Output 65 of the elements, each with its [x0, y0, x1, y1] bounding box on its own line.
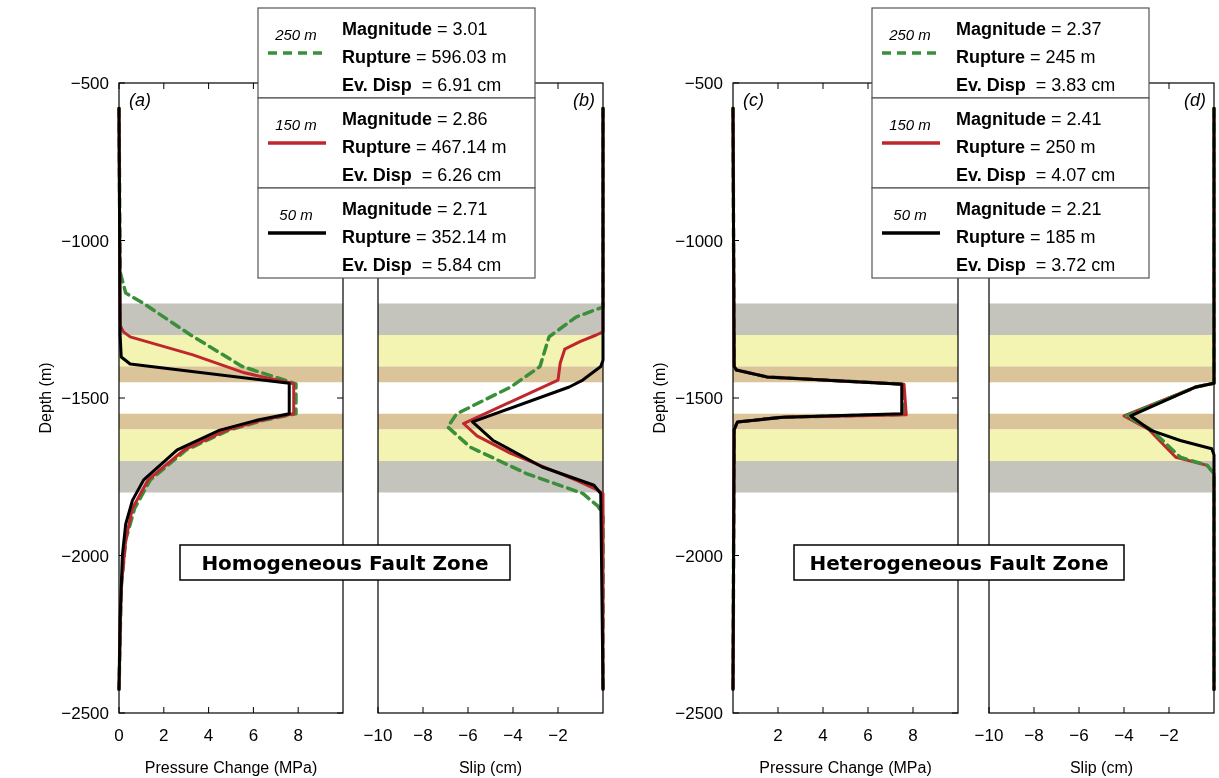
- annotation: Rupture = 467.14 m: [342, 137, 507, 157]
- x-tick-label: 6: [863, 726, 873, 745]
- x-tick-label: 2: [773, 726, 783, 745]
- annotation: Rupture = 352.14 m: [342, 227, 507, 247]
- annotation: Ev. Disp = 3.83 cm: [956, 75, 1116, 95]
- annotation: Ev. Disp = 3.72 cm: [956, 255, 1116, 275]
- text: Rupture = 596.03 m: [342, 47, 507, 67]
- y-tick-label: −1500: [61, 389, 109, 408]
- x-tick-label: 2: [159, 726, 169, 745]
- x-tick-label: −10: [363, 726, 393, 745]
- annotation: Magnitude = 2.21: [956, 199, 1102, 219]
- y-tick-label: −1000: [675, 231, 723, 251]
- x-tick-label: −4: [503, 726, 523, 745]
- text: Rupture = 245 m: [956, 47, 1096, 67]
- x-tick-label: 4: [203, 726, 214, 745]
- chart-title: (d): [1184, 90, 1206, 110]
- x-axis-title: Pressure Change (MPa): [144, 759, 318, 776]
- annotation: Ev. Disp = 5.84 cm: [342, 255, 502, 275]
- annotation: Ev. Disp = 4.07 cm: [956, 165, 1116, 185]
- x-tick-label: 0: [114, 726, 124, 745]
- x-axis-title: Slip (cm): [1069, 759, 1134, 776]
- text: 150 m: [889, 116, 931, 133]
- text: Magnitude = 2.37: [956, 19, 1102, 39]
- y-tick-label: −2500: [675, 704, 723, 723]
- x-tick-label: 8: [908, 726, 918, 745]
- annotation: Ev. Disp = 6.91 cm: [342, 75, 502, 95]
- text: 50 m: [279, 206, 313, 223]
- x-tick-label: 4: [818, 726, 828, 745]
- text: Magnitude = 3.01: [342, 19, 488, 39]
- text: 250 m: [274, 26, 317, 43]
- y-tick-label: −2500: [61, 704, 109, 723]
- y-tick-label: −500: [70, 74, 109, 93]
- chart-title: (b): [573, 90, 595, 110]
- x-tick-label: −6: [458, 726, 478, 745]
- x-axis-title: Pressure Change (MPa): [759, 759, 932, 776]
- annotation: Magnitude = 2.41: [956, 109, 1102, 129]
- text: 50 m: [893, 206, 927, 223]
- x-tick-label: −8: [413, 726, 433, 745]
- x-tick-label: −10: [974, 726, 1004, 745]
- annotation: Homogeneous Fault Zone: [201, 551, 489, 575]
- x-tick-label: 6: [248, 726, 259, 745]
- x-tick-label: −8: [1024, 726, 1044, 745]
- annotation: Magnitude = 2.86: [342, 109, 488, 129]
- annotation: Rupture = 185 m: [956, 227, 1096, 247]
- y-tick-label: −1500: [675, 389, 723, 408]
- annotation: Rupture = 250 m: [956, 137, 1096, 157]
- y-tick-label: −2000: [61, 546, 109, 566]
- annotation: Ev. Disp = 6.26 cm: [342, 165, 502, 185]
- annotation: Magnitude = 2.71: [342, 199, 488, 219]
- x-tick-label: −2: [1159, 726, 1179, 745]
- x-tick-label: 8: [293, 726, 303, 745]
- y-axis-title: Depth (m): [651, 362, 668, 434]
- annotation: Heterogeneous Fault Zone: [809, 551, 1109, 575]
- chart-title: (a): [129, 90, 151, 110]
- chart-title: (c): [743, 90, 764, 110]
- y-tick-label: −2000: [675, 546, 723, 566]
- y-axis-title: Depth (m): [37, 362, 54, 434]
- y-tick-label: −1000: [61, 231, 109, 251]
- text: 250 m: [888, 26, 931, 43]
- y-tick-label: −500: [684, 74, 723, 93]
- text: 150 m: [275, 116, 317, 133]
- x-axis-title: Slip (cm): [458, 759, 523, 776]
- x-tick-label: −6: [1069, 726, 1089, 745]
- x-tick-label: −4: [1114, 726, 1134, 745]
- x-tick-label: −2: [548, 726, 568, 745]
